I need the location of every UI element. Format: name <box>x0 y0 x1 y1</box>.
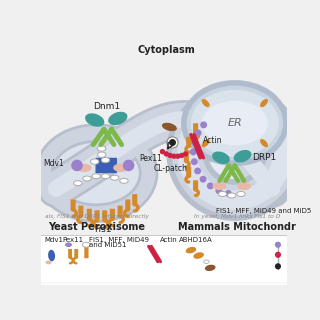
Ellipse shape <box>92 174 100 179</box>
Circle shape <box>207 182 214 189</box>
Ellipse shape <box>205 265 216 271</box>
Text: Actin: Actin <box>160 237 178 243</box>
Ellipse shape <box>212 182 226 190</box>
Ellipse shape <box>101 174 110 179</box>
Text: Actin: Actin <box>203 136 222 145</box>
Text: als, FIS1 and DRP1 interact directly: als, FIS1 and DRP1 interact directly <box>45 214 149 219</box>
FancyBboxPatch shape <box>68 249 72 258</box>
Ellipse shape <box>193 252 204 259</box>
Circle shape <box>200 121 207 128</box>
Circle shape <box>179 153 184 158</box>
Text: Pex11: Pex11 <box>140 154 162 163</box>
FancyBboxPatch shape <box>117 206 123 217</box>
Ellipse shape <box>202 139 210 147</box>
Ellipse shape <box>237 191 245 196</box>
Ellipse shape <box>162 123 177 131</box>
Text: In yeast, Mdv1 links Fis1 to D: In yeast, Mdv1 links Fis1 to D <box>194 214 280 219</box>
Text: Mdv1: Mdv1 <box>43 159 64 168</box>
Text: Mdv1: Mdv1 <box>45 237 64 243</box>
Ellipse shape <box>47 136 146 210</box>
FancyBboxPatch shape <box>110 209 115 220</box>
FancyBboxPatch shape <box>94 210 100 221</box>
Ellipse shape <box>113 164 129 172</box>
Circle shape <box>190 148 197 156</box>
Ellipse shape <box>83 176 91 181</box>
FancyBboxPatch shape <box>186 137 191 147</box>
Text: FIS1, MFF, MiD49: FIS1, MFF, MiD49 <box>89 237 148 243</box>
FancyBboxPatch shape <box>84 247 89 258</box>
Ellipse shape <box>218 191 227 196</box>
Circle shape <box>215 187 222 194</box>
FancyBboxPatch shape <box>71 199 76 211</box>
Text: DRP1: DRP1 <box>252 153 277 162</box>
FancyBboxPatch shape <box>186 167 191 177</box>
Text: ABHD16A: ABHD16A <box>180 237 213 243</box>
Ellipse shape <box>48 250 55 261</box>
Ellipse shape <box>101 157 110 163</box>
Ellipse shape <box>196 113 274 192</box>
Ellipse shape <box>260 99 268 107</box>
FancyBboxPatch shape <box>74 249 78 258</box>
Ellipse shape <box>82 242 90 247</box>
Ellipse shape <box>202 99 210 107</box>
Ellipse shape <box>186 247 196 253</box>
Circle shape <box>275 242 281 248</box>
Text: Cytoplasm: Cytoplasm <box>137 44 195 54</box>
Ellipse shape <box>234 150 252 163</box>
Circle shape <box>191 139 198 146</box>
Text: Fis1: Fis1 <box>94 225 111 234</box>
Circle shape <box>200 176 206 183</box>
Text: ER: ER <box>228 118 242 128</box>
Ellipse shape <box>237 182 251 190</box>
Circle shape <box>191 158 198 165</box>
Bar <box>41 235 287 285</box>
FancyBboxPatch shape <box>184 152 189 162</box>
Ellipse shape <box>97 146 106 151</box>
Ellipse shape <box>74 181 82 186</box>
FancyBboxPatch shape <box>106 158 117 173</box>
Circle shape <box>71 160 83 171</box>
Ellipse shape <box>45 260 52 264</box>
Circle shape <box>275 252 281 258</box>
Ellipse shape <box>260 139 268 147</box>
Circle shape <box>171 154 177 159</box>
Ellipse shape <box>120 178 128 183</box>
Text: Dnm1: Dnm1 <box>93 101 120 110</box>
FancyBboxPatch shape <box>193 180 198 191</box>
Ellipse shape <box>85 113 104 127</box>
Circle shape <box>183 151 188 156</box>
FancyBboxPatch shape <box>102 210 107 221</box>
Text: CL-patch: CL-patch <box>153 164 187 173</box>
Circle shape <box>164 151 169 156</box>
Ellipse shape <box>91 159 99 164</box>
Circle shape <box>194 167 201 174</box>
Ellipse shape <box>97 152 106 157</box>
FancyBboxPatch shape <box>87 209 92 220</box>
Circle shape <box>123 160 134 171</box>
Ellipse shape <box>108 112 127 125</box>
Text: Mammals Mitochondr: Mammals Mitochondr <box>178 222 296 232</box>
Text: Pex11: Pex11 <box>62 237 84 243</box>
Text: FIS1, MFF, MiD49 and MiD5: FIS1, MFF, MiD49 and MiD5 <box>216 208 312 214</box>
Ellipse shape <box>202 101 268 145</box>
Text: Yeast Peroxisome: Yeast Peroxisome <box>49 222 146 232</box>
Circle shape <box>175 154 180 159</box>
Circle shape <box>160 149 165 154</box>
FancyBboxPatch shape <box>125 199 130 211</box>
Circle shape <box>167 153 173 158</box>
Circle shape <box>225 190 232 197</box>
Text: and MiD51: and MiD51 <box>89 243 126 248</box>
FancyBboxPatch shape <box>132 194 137 205</box>
Ellipse shape <box>76 164 92 172</box>
Circle shape <box>195 130 202 136</box>
Ellipse shape <box>110 175 119 180</box>
FancyBboxPatch shape <box>193 123 198 134</box>
FancyBboxPatch shape <box>95 158 107 173</box>
Circle shape <box>275 263 281 269</box>
Ellipse shape <box>204 260 209 263</box>
Ellipse shape <box>212 151 230 164</box>
Ellipse shape <box>65 243 72 247</box>
FancyBboxPatch shape <box>78 206 84 217</box>
Ellipse shape <box>228 193 236 198</box>
